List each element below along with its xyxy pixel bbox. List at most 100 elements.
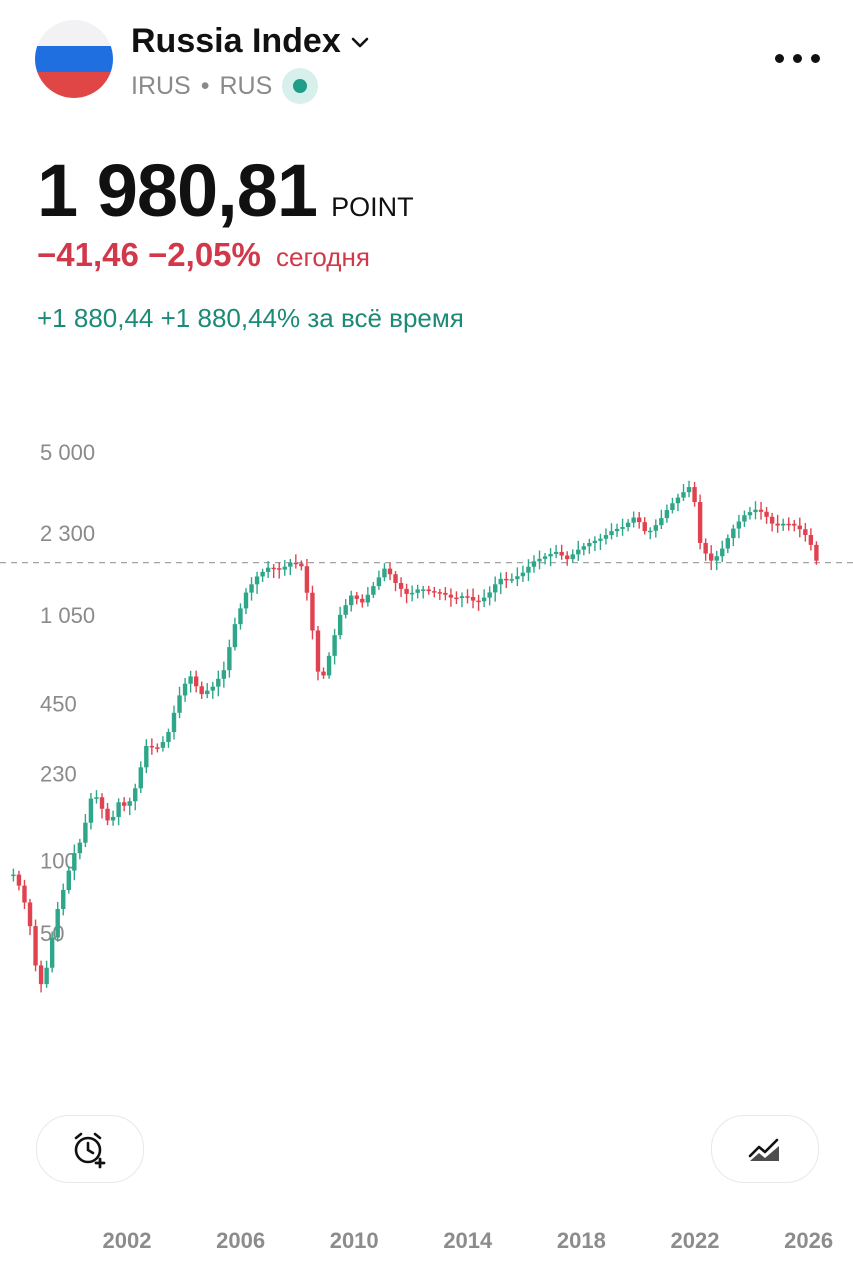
candle: [587, 538, 592, 554]
chart-type-button[interactable]: [711, 1115, 819, 1183]
candle: [133, 783, 138, 811]
candle: [216, 670, 221, 697]
candle: [293, 554, 299, 569]
candle: [814, 541, 819, 565]
candle: [758, 501, 764, 520]
candle: [476, 594, 481, 611]
candle: [631, 511, 636, 528]
candle: [349, 590, 354, 612]
candle: [337, 606, 343, 640]
candle: [581, 542, 587, 556]
add-alert-button[interactable]: [36, 1115, 144, 1183]
candle: [55, 901, 60, 942]
candle: [182, 677, 188, 702]
candle: [33, 919, 38, 972]
candle: [670, 497, 675, 514]
candle: [265, 561, 271, 578]
instrument-selector[interactable]: Russia Index: [131, 22, 371, 61]
candle: [614, 523, 620, 538]
candle: [598, 533, 603, 551]
candle: [371, 582, 376, 598]
candle: [421, 585, 426, 599]
price-row: 1 980,81 POINT: [37, 148, 414, 233]
x-tick-label: 2006: [216, 1228, 266, 1253]
candle: [526, 559, 531, 582]
candle: [808, 528, 814, 551]
y-tick-label: 450: [40, 692, 77, 717]
x-tick-label: 2002: [102, 1228, 152, 1253]
candle: [648, 527, 653, 540]
candle: [326, 652, 332, 679]
candle: [83, 813, 88, 848]
y-tick-label: 100: [40, 849, 77, 874]
candle: [404, 583, 409, 604]
instrument-name: Russia Index: [131, 22, 341, 60]
candle: [343, 599, 348, 619]
x-tick-label: 2014: [443, 1228, 493, 1253]
candle: [537, 550, 542, 570]
candle: [11, 868, 16, 882]
ticker: IRUS: [131, 71, 191, 100]
candle: [210, 681, 215, 699]
candle: [504, 571, 509, 589]
candle: [515, 567, 520, 586]
candle: [72, 844, 77, 881]
candle: [138, 761, 143, 793]
candle: [238, 603, 243, 630]
candle: [692, 481, 697, 507]
candle: [254, 571, 260, 594]
live-dot-icon: [282, 68, 319, 104]
candle: [481, 589, 487, 608]
candle: [675, 493, 681, 512]
candle: [249, 577, 254, 601]
candle: [487, 586, 492, 606]
candle: [736, 514, 742, 539]
candle: [792, 519, 797, 532]
candle: [171, 705, 177, 740]
candle: [708, 545, 714, 571]
candle: [49, 931, 55, 973]
candle: [559, 544, 564, 560]
candle: [177, 686, 182, 719]
candle: [686, 480, 692, 498]
candle: [775, 514, 780, 533]
day-change: −41,46 −2,05% сегодня: [37, 236, 370, 274]
candle: [703, 538, 708, 561]
chart-type-icon: [748, 1138, 779, 1161]
candle: [803, 522, 808, 542]
candle: [149, 738, 155, 755]
country: RUS: [219, 71, 273, 100]
candle: [620, 518, 625, 536]
candle: [382, 563, 387, 582]
alarm-add-icon: [74, 1132, 106, 1169]
candle: [753, 501, 758, 520]
candle: [299, 560, 304, 571]
candle: [321, 667, 326, 679]
candle: [565, 551, 570, 566]
candle: [271, 564, 276, 578]
x-tick-label: 2010: [329, 1228, 379, 1253]
candle: [110, 810, 116, 826]
candle: [398, 577, 404, 597]
candle: [681, 484, 686, 501]
candle: [193, 670, 199, 693]
day-change-label: сегодня: [276, 242, 370, 272]
candle: [697, 494, 703, 550]
candle: [465, 589, 470, 604]
candle: [592, 536, 598, 552]
candle: [454, 591, 459, 604]
candle: [227, 639, 232, 678]
candle: [780, 518, 786, 531]
more-icon[interactable]: [775, 52, 821, 66]
candle: [636, 512, 642, 529]
candle: [282, 560, 287, 576]
candle: [188, 670, 193, 693]
y-tick-label: 5 000: [40, 440, 95, 465]
candle: [94, 790, 99, 804]
candle: [88, 792, 94, 830]
candle: [27, 898, 33, 936]
candle: [360, 594, 365, 608]
x-tick-label: 2026: [784, 1228, 834, 1253]
candle: [243, 588, 249, 615]
